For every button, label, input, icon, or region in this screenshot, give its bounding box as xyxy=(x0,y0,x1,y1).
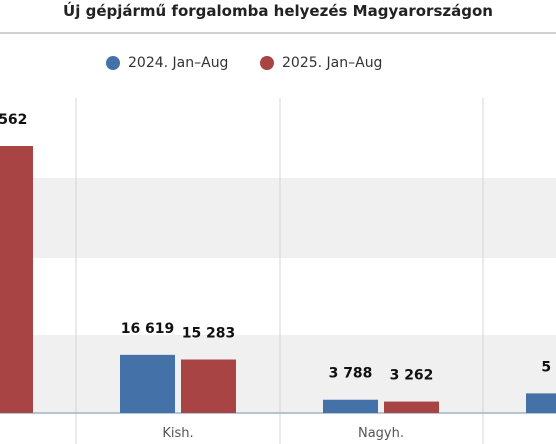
grid-band-0 xyxy=(0,98,556,178)
data-label-2024-2: 3 788 xyxy=(329,366,373,382)
data-label-2024-1: 16 619 xyxy=(121,321,175,337)
data-label-2025-0: 5 562 xyxy=(0,112,27,128)
data-label-2025-1: 15 283 xyxy=(182,326,236,342)
title-bar: Új gépjármű forgalomba helyezés Magyaror… xyxy=(0,0,556,34)
legend-item-2024[interactable]: 2024. Jan–Aug xyxy=(106,55,228,71)
chart-title: Új gépjármű forgalomba helyezés Magyaror… xyxy=(63,2,493,20)
legend-item-2025[interactable]: 2025. Jan–Aug xyxy=(260,55,382,71)
data-label-2025-2: 3 262 xyxy=(390,368,434,384)
category-label-1: Kish. xyxy=(162,426,193,441)
bar-2024-1 xyxy=(120,354,175,413)
legend: 2024. Jan–Aug 2025. Jan–Aug xyxy=(0,55,556,79)
data-label-2024-3: 5 6 xyxy=(541,359,556,375)
bar-2024-2 xyxy=(323,399,378,413)
legend-marker-2025 xyxy=(260,56,274,70)
bar-2025-1 xyxy=(181,359,236,413)
legend-label-2024: 2024. Jan–Aug xyxy=(128,55,229,71)
grid-band-3 xyxy=(0,335,556,413)
bar-2024-3 xyxy=(526,393,556,413)
bar-2025-0 xyxy=(0,146,33,413)
category-label-2: Nagyh. xyxy=(358,426,404,441)
grid-band-1 xyxy=(0,178,556,258)
grid-band-2 xyxy=(0,258,556,335)
legend-label-2025: 2025. Jan–Aug xyxy=(282,55,383,71)
bar-2025-2 xyxy=(384,401,439,413)
legend-marker-2024 xyxy=(106,56,120,70)
